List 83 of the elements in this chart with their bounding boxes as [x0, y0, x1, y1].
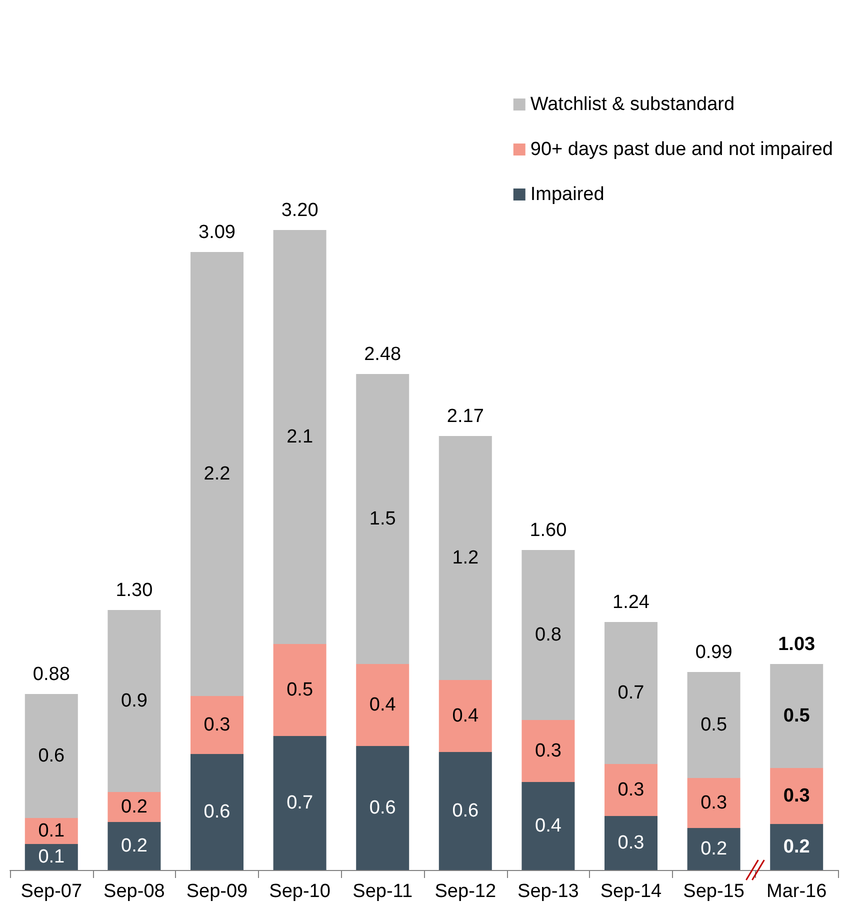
bar	[604, 622, 658, 764]
x-tick-label: Mar-16	[766, 881, 827, 902]
data-label: 0.8	[534, 624, 562, 646]
bar	[438, 752, 492, 870]
bar	[273, 736, 326, 870]
bar	[770, 768, 824, 824]
data-label: 0.1	[38, 820, 65, 842]
data-label: 0.3	[783, 786, 810, 806]
x-tick-label: Sep-10	[269, 881, 330, 902]
x-tick-label: Sep-11	[352, 881, 413, 902]
bar	[438, 680, 492, 752]
data-label: 2.1	[286, 426, 314, 448]
bar	[604, 816, 658, 870]
data-label: 0.7	[286, 792, 314, 814]
data-label: 0.3	[700, 792, 728, 814]
bar	[108, 822, 161, 870]
bar	[190, 696, 244, 754]
bar	[522, 550, 575, 720]
data-label: 0.5	[700, 714, 728, 736]
legend-label: 90+ days past due and not impaired	[530, 139, 834, 160]
data-label: 0.2	[120, 836, 148, 856]
total-label: 0.99	[695, 642, 732, 663]
bar	[273, 644, 326, 736]
bar	[273, 230, 326, 644]
bar	[24, 844, 78, 870]
bar	[687, 778, 740, 828]
x-tick-label: Sep-13	[518, 881, 579, 902]
data-label: 0.7	[618, 682, 644, 704]
data-label: 0.3	[204, 714, 230, 736]
total-label: 1.24	[612, 592, 650, 613]
data-label: 1.5	[369, 508, 396, 530]
x-tick-label: Sep-15	[683, 881, 744, 902]
total-label: 2.17	[446, 406, 484, 427]
bar	[687, 828, 740, 870]
data-label: 0.6	[369, 798, 396, 818]
data-label: 0.1	[38, 846, 65, 868]
data-label: 0.4	[452, 706, 480, 726]
bar	[770, 824, 824, 870]
data-label: 0.2	[120, 796, 148, 818]
total-label: 1.03	[778, 634, 816, 655]
total-label: 1.60	[530, 520, 567, 541]
x-tick-label: Sep-08	[104, 881, 165, 902]
bar	[24, 694, 78, 818]
bar	[770, 664, 824, 768]
bar	[356, 664, 410, 746]
data-label: 0.9	[120, 690, 148, 712]
total-label: 3.09	[198, 222, 236, 243]
bar	[604, 764, 658, 816]
bar	[522, 782, 575, 870]
bar	[356, 374, 410, 664]
data-label: 1.2	[452, 548, 479, 568]
data-label: 0.5	[783, 706, 810, 726]
bar	[356, 746, 410, 870]
x-tick-label: Sep-07	[20, 881, 82, 902]
bar	[190, 754, 244, 870]
data-label: 0.2	[700, 838, 728, 860]
data-label: 0.3	[618, 780, 644, 800]
data-label: 2.2	[204, 464, 230, 484]
bar	[687, 672, 740, 778]
bar	[108, 792, 161, 822]
bar	[522, 720, 575, 782]
legend-label: Impaired	[530, 184, 604, 205]
data-label: 0.4	[369, 694, 396, 716]
data-label: 0.5	[286, 680, 314, 700]
data-label: 0.4	[534, 816, 562, 836]
data-label: 0.6	[38, 746, 65, 766]
x-tick-label: Sep-14	[600, 881, 662, 902]
total-label: 3.20	[281, 200, 318, 221]
bar	[108, 610, 161, 792]
data-label: 0.6	[452, 800, 479, 822]
bar	[190, 252, 244, 696]
data-label: 0.6	[204, 802, 230, 822]
data-label: 0.3	[618, 832, 644, 854]
data-label: 0.2	[783, 836, 810, 858]
x-tick-label: Sep-12	[434, 881, 496, 902]
bar	[24, 818, 78, 844]
total-label: 0.88	[32, 664, 70, 685]
bar	[438, 436, 492, 680]
x-tick-label: Sep-09	[186, 881, 248, 902]
total-label: 2.48	[364, 344, 402, 365]
total-label: 1.30	[116, 580, 153, 601]
data-label: 0.3	[534, 740, 562, 762]
legend-label: Watchlist & substandard	[530, 94, 735, 115]
